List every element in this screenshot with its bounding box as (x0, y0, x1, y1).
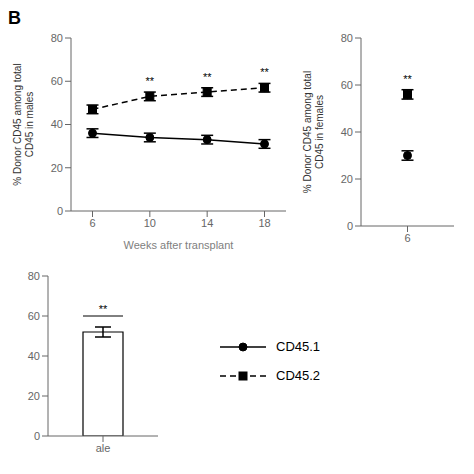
svg-text:**: ** (260, 66, 269, 78)
svg-text:10: 10 (144, 217, 156, 229)
svg-text:40: 40 (28, 350, 40, 362)
svg-text:0: 0 (34, 430, 40, 442)
svg-text:**: ** (403, 73, 412, 85)
svg-text:60: 60 (51, 75, 63, 87)
svg-text:**: ** (146, 75, 155, 87)
svg-text:6: 6 (404, 232, 410, 244)
svg-text:**: ** (203, 71, 212, 83)
svg-text:40: 40 (341, 126, 353, 138)
svg-text:20: 20 (28, 390, 40, 402)
svg-text:0: 0 (347, 220, 353, 232)
svg-text:% Donor CD45 among totalCD45 i: % Donor CD45 among totalCD45 in females (302, 71, 325, 193)
html-text:CD45.2: CD45.2 (276, 368, 321, 383)
svg-text:ale: ale (96, 442, 111, 454)
svg-text:80: 80 (341, 32, 353, 44)
svg-text:80: 80 (28, 270, 40, 282)
svg-text:Weeks after transplant: Weeks after transplant (124, 239, 234, 251)
svg-text:60: 60 (341, 79, 353, 91)
svg-text:20: 20 (51, 162, 63, 174)
html-text:B: B (8, 8, 21, 28)
svg-text:80: 80 (51, 32, 63, 44)
svg-text:60: 60 (28, 310, 40, 322)
svg-text:14: 14 (201, 217, 213, 229)
svg-text:**: ** (99, 303, 108, 315)
svg-text:40: 40 (51, 118, 63, 130)
svg-text:18: 18 (258, 217, 270, 229)
svg-text:% Donor CD45 among totalCD45 i: % Donor CD45 among totalCD45 in males (12, 63, 35, 185)
svg-text:0: 0 (57, 205, 63, 217)
svg-text:6: 6 (89, 217, 95, 229)
svg-text:20: 20 (341, 173, 353, 185)
html-text:CD45.1: CD45.1 (276, 339, 321, 354)
